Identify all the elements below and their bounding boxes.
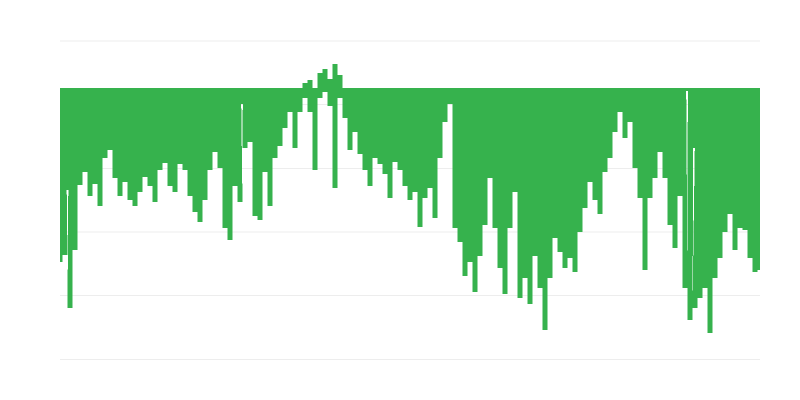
area-series [60,64,760,333]
